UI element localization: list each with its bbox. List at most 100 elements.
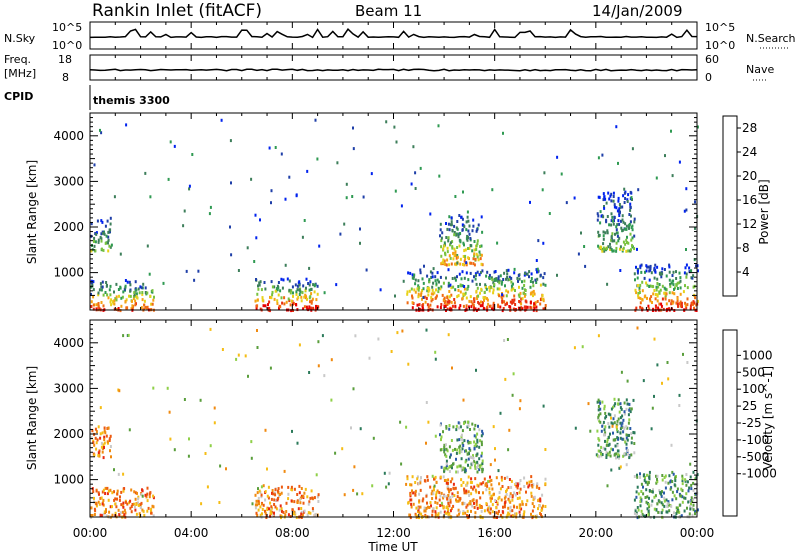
powerData-cell: [639, 266, 642, 270]
powerData-cell: [478, 302, 481, 306]
powerData-cell: [457, 288, 460, 292]
powerData-noise: [664, 154, 666, 158]
velData-cell: [612, 431, 614, 435]
velData-cell: [256, 503, 259, 507]
velData-cell: [95, 504, 98, 508]
velData-cell: [316, 495, 319, 499]
velData-cell: [625, 446, 628, 450]
velData-cell: [317, 493, 320, 497]
velData-cell: [655, 481, 658, 485]
powerData-cell: [480, 287, 483, 291]
velData-cell: [122, 487, 125, 491]
powerData-cell: [510, 288, 513, 292]
powerData-cell: [90, 279, 93, 283]
velData-cell: [612, 417, 615, 421]
powerData-cell: [108, 244, 111, 248]
velData-cell: [425, 507, 428, 510]
powerData-noise: [423, 264, 425, 268]
powerData-cell: [491, 278, 494, 282]
powerData-noise: [394, 294, 396, 298]
powerData-noise: [447, 281, 450, 285]
velData-cell: [449, 480, 452, 484]
velData-noise: [405, 425, 408, 429]
powerData-cell: [539, 273, 542, 277]
powerData-cell: [470, 305, 473, 309]
powerData-cell: [663, 286, 666, 290]
powerData-cell: [261, 296, 264, 300]
velData-cell: [262, 503, 265, 507]
powerData-cell: [301, 291, 304, 295]
powerData-cell: [532, 280, 534, 284]
powerData-cell: [316, 292, 319, 296]
velData-cell: [661, 508, 664, 512]
powerData-cell: [151, 290, 154, 294]
powerData-noise: [362, 195, 365, 199]
velData-noise: [431, 474, 434, 478]
powerData-cell: [506, 302, 508, 306]
powerData-cell: [414, 290, 417, 294]
velData-cell: [259, 505, 262, 509]
powerData-cell: [625, 224, 628, 228]
powerData-cell: [442, 281, 445, 285]
powerData-noise: [288, 175, 291, 179]
velData-cell: [459, 464, 462, 468]
powerData-cell: [624, 222, 627, 226]
velData-cell: [608, 450, 611, 454]
velData-cell: [139, 506, 142, 510]
powerData-cell: [636, 271, 639, 275]
powerData-cell: [428, 280, 431, 284]
velData-cell: [456, 495, 459, 499]
powerData-cell: [105, 281, 108, 284]
powerData-noise: [185, 269, 188, 273]
powerData-cell: [440, 303, 443, 306]
velData-cell: [96, 438, 99, 442]
powerData-cell: [671, 301, 674, 305]
velData-cell: [516, 482, 519, 486]
powerData-noise: [560, 172, 563, 176]
powerData-cell: [609, 246, 612, 250]
powerData-noise: [280, 152, 283, 156]
velData-cell: [270, 512, 273, 516]
powerData-cell: [680, 302, 683, 306]
powerData-cell: [672, 270, 675, 274]
powerData-cell: [457, 235, 460, 239]
velData-noise: [388, 471, 391, 475]
powerData-cell: [488, 277, 491, 280]
powerData-cell: [506, 275, 509, 279]
velData-cell: [471, 504, 474, 508]
powerData-cell: [661, 297, 664, 301]
powerData-cell: [476, 228, 479, 232]
velData-cell: [667, 481, 670, 485]
velData-cell: [621, 414, 624, 418]
velData-cell: [490, 483, 493, 487]
velData-cell: [497, 509, 500, 513]
nsearch-label: N.Search: [746, 32, 796, 45]
powerData-cell: [648, 307, 651, 311]
velData-cell: [692, 470, 695, 474]
powerData-cell: [521, 286, 524, 290]
powerData-cell: [430, 299, 433, 303]
powerData-cell: [451, 277, 454, 280]
velData-noise: [308, 371, 311, 374]
powerData-cell: [610, 212, 613, 216]
velData-cell: [107, 498, 110, 502]
velData-cell: [445, 481, 448, 485]
velData-cell: [129, 499, 132, 503]
velData-cell: [690, 496, 693, 500]
powerData-cell: [639, 283, 642, 287]
powerData-cell: [467, 256, 470, 260]
velData-cell: [628, 408, 631, 412]
velData-cell: [481, 516, 484, 520]
velData-cell: [300, 512, 303, 516]
velData-cell: [431, 497, 434, 500]
velData-cell: [273, 498, 276, 502]
velData-cell: [122, 489, 125, 493]
velData-cell: [274, 488, 277, 492]
powerData-cell: [259, 280, 262, 284]
powerData-noise: [623, 187, 626, 191]
velData-cell: [448, 470, 451, 473]
powerData-noise: [352, 126, 354, 130]
powerData-cell: [434, 279, 437, 283]
powerData-cell: [298, 288, 301, 292]
velData-cell: [447, 508, 450, 511]
